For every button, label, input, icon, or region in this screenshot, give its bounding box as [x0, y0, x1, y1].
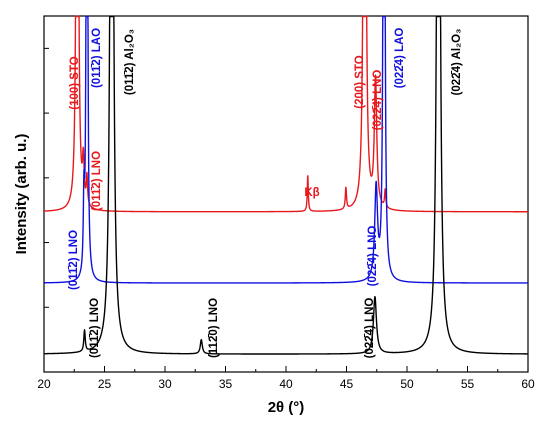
- peak-annotation: (022̄4) LNO: [372, 70, 384, 131]
- x-tick-label: 25: [98, 377, 112, 391]
- x-tick-label: 55: [461, 377, 475, 391]
- peak-annotation: (022̄4) LNO: [367, 226, 379, 287]
- series-group: [43, 15, 529, 355]
- x-tick-label: 35: [219, 377, 233, 391]
- x-tick-label: 30: [158, 377, 172, 391]
- y-axis-title: Intensity (arb. u.): [13, 134, 30, 255]
- x-tick-label: 40: [279, 377, 293, 391]
- x-tick-label: 20: [37, 377, 51, 391]
- peak-annotation: (011̄2) LAO: [91, 28, 103, 88]
- peak-annotation: Kβ: [304, 187, 319, 199]
- annotations-group: (100) STO (011̄2) LAO (011̄2) Al₂O₃ (011̄2)…: [68, 28, 463, 359]
- peak-annotation: (200) STO: [354, 55, 366, 109]
- series-line-2: [43, 15, 529, 355]
- peak-annotation: (022̄4) LNO: [364, 298, 376, 359]
- x-tick-label: 60: [521, 377, 535, 391]
- peak-annotation: (011̄2) LNO: [68, 230, 80, 290]
- peak-annotation: (011̄2) LNO: [91, 151, 103, 211]
- peak-annotation: (011̄2) LNO: [89, 298, 101, 358]
- series-line-1: [43, 15, 529, 284]
- peak-annotation: (022̄4) LAO: [394, 28, 406, 89]
- x-axis-title: 2θ (°): [268, 399, 305, 416]
- ticks-group: 20 25 30 35 40 45 50 55 60: [37, 47, 535, 391]
- series-line-0: [43, 15, 529, 213]
- peak-annotation: (022̄4) Al₂O₃: [451, 29, 463, 96]
- x-tick-label: 50: [400, 377, 414, 391]
- peak-annotation: (112̄0) LNO: [208, 298, 220, 358]
- peak-annotation: (100) STO: [69, 56, 81, 110]
- peak-annotation: (011̄2) Al₂O₃: [124, 29, 136, 95]
- x-tick-label: 45: [340, 377, 354, 391]
